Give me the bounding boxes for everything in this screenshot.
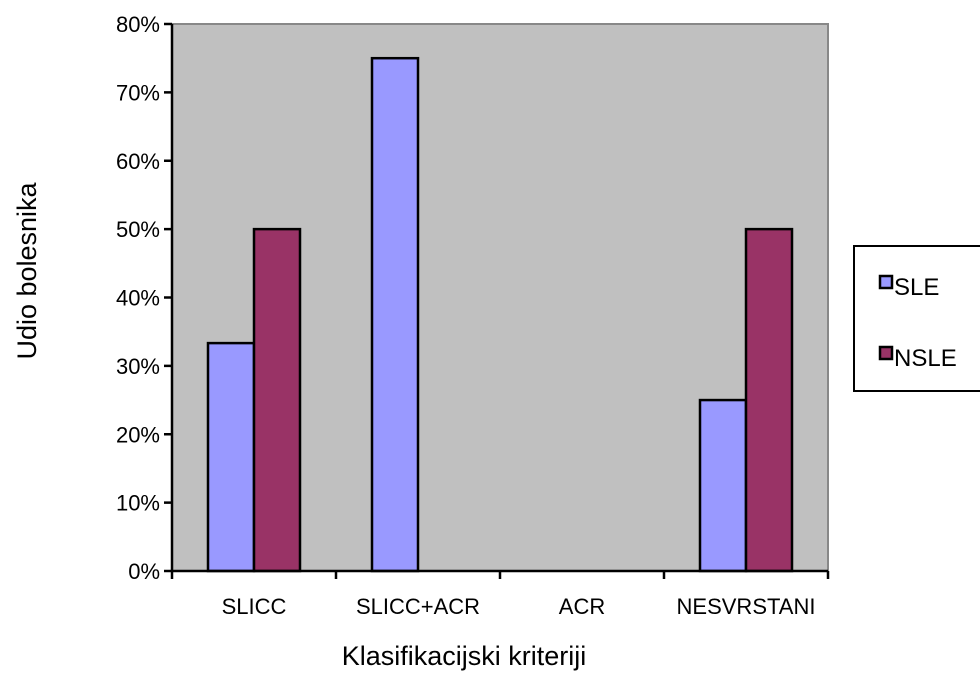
x-ticks: SLICC SLICC+ACR ACR NESVRSTANI <box>170 571 830 619</box>
y-tick-label: 60% <box>116 149 160 174</box>
y-tick-label: 80% <box>116 12 160 37</box>
x-category-label: NESVRSTANI <box>677 594 816 619</box>
y-tick-label: 70% <box>116 80 160 105</box>
x-category-label: ACR <box>559 594 605 619</box>
legend-swatch-nsle <box>878 345 894 361</box>
legend-box <box>853 245 980 392</box>
x-category-label: SLICC+ACR <box>356 594 480 619</box>
bar-sle-nesvrstani <box>698 398 748 573</box>
x-axis-title: Klasifikacijski kriteriji <box>342 641 587 671</box>
legend-label-nsle: NSLE <box>894 345 957 372</box>
y-tick-label: 10% <box>116 491 160 516</box>
x-category-label: SLICC <box>222 594 287 619</box>
legend: SLE NSLE <box>853 245 980 392</box>
y-tick-label: 40% <box>116 286 160 311</box>
bar-nsle-nesvrstani <box>744 227 794 573</box>
y-tick-label: 50% <box>116 217 160 242</box>
y-tick-label: 30% <box>116 354 160 379</box>
y-axis-title: Udio bolesnika <box>12 181 42 359</box>
bars-layer <box>206 56 794 573</box>
bar-nsle-slicc <box>252 227 302 573</box>
legend-swatch-sle <box>878 274 894 290</box>
y-tick-label: 20% <box>116 422 160 447</box>
bar-sle-slicc-acr <box>370 56 420 573</box>
y-tick-label: 0% <box>128 559 160 584</box>
bar-sle-slicc <box>206 341 256 573</box>
legend-label-sle: SLE <box>894 274 939 301</box>
y-ticks: 0% 10% 20% 30% 40% 50% 60% 70% 80% <box>116 12 172 584</box>
